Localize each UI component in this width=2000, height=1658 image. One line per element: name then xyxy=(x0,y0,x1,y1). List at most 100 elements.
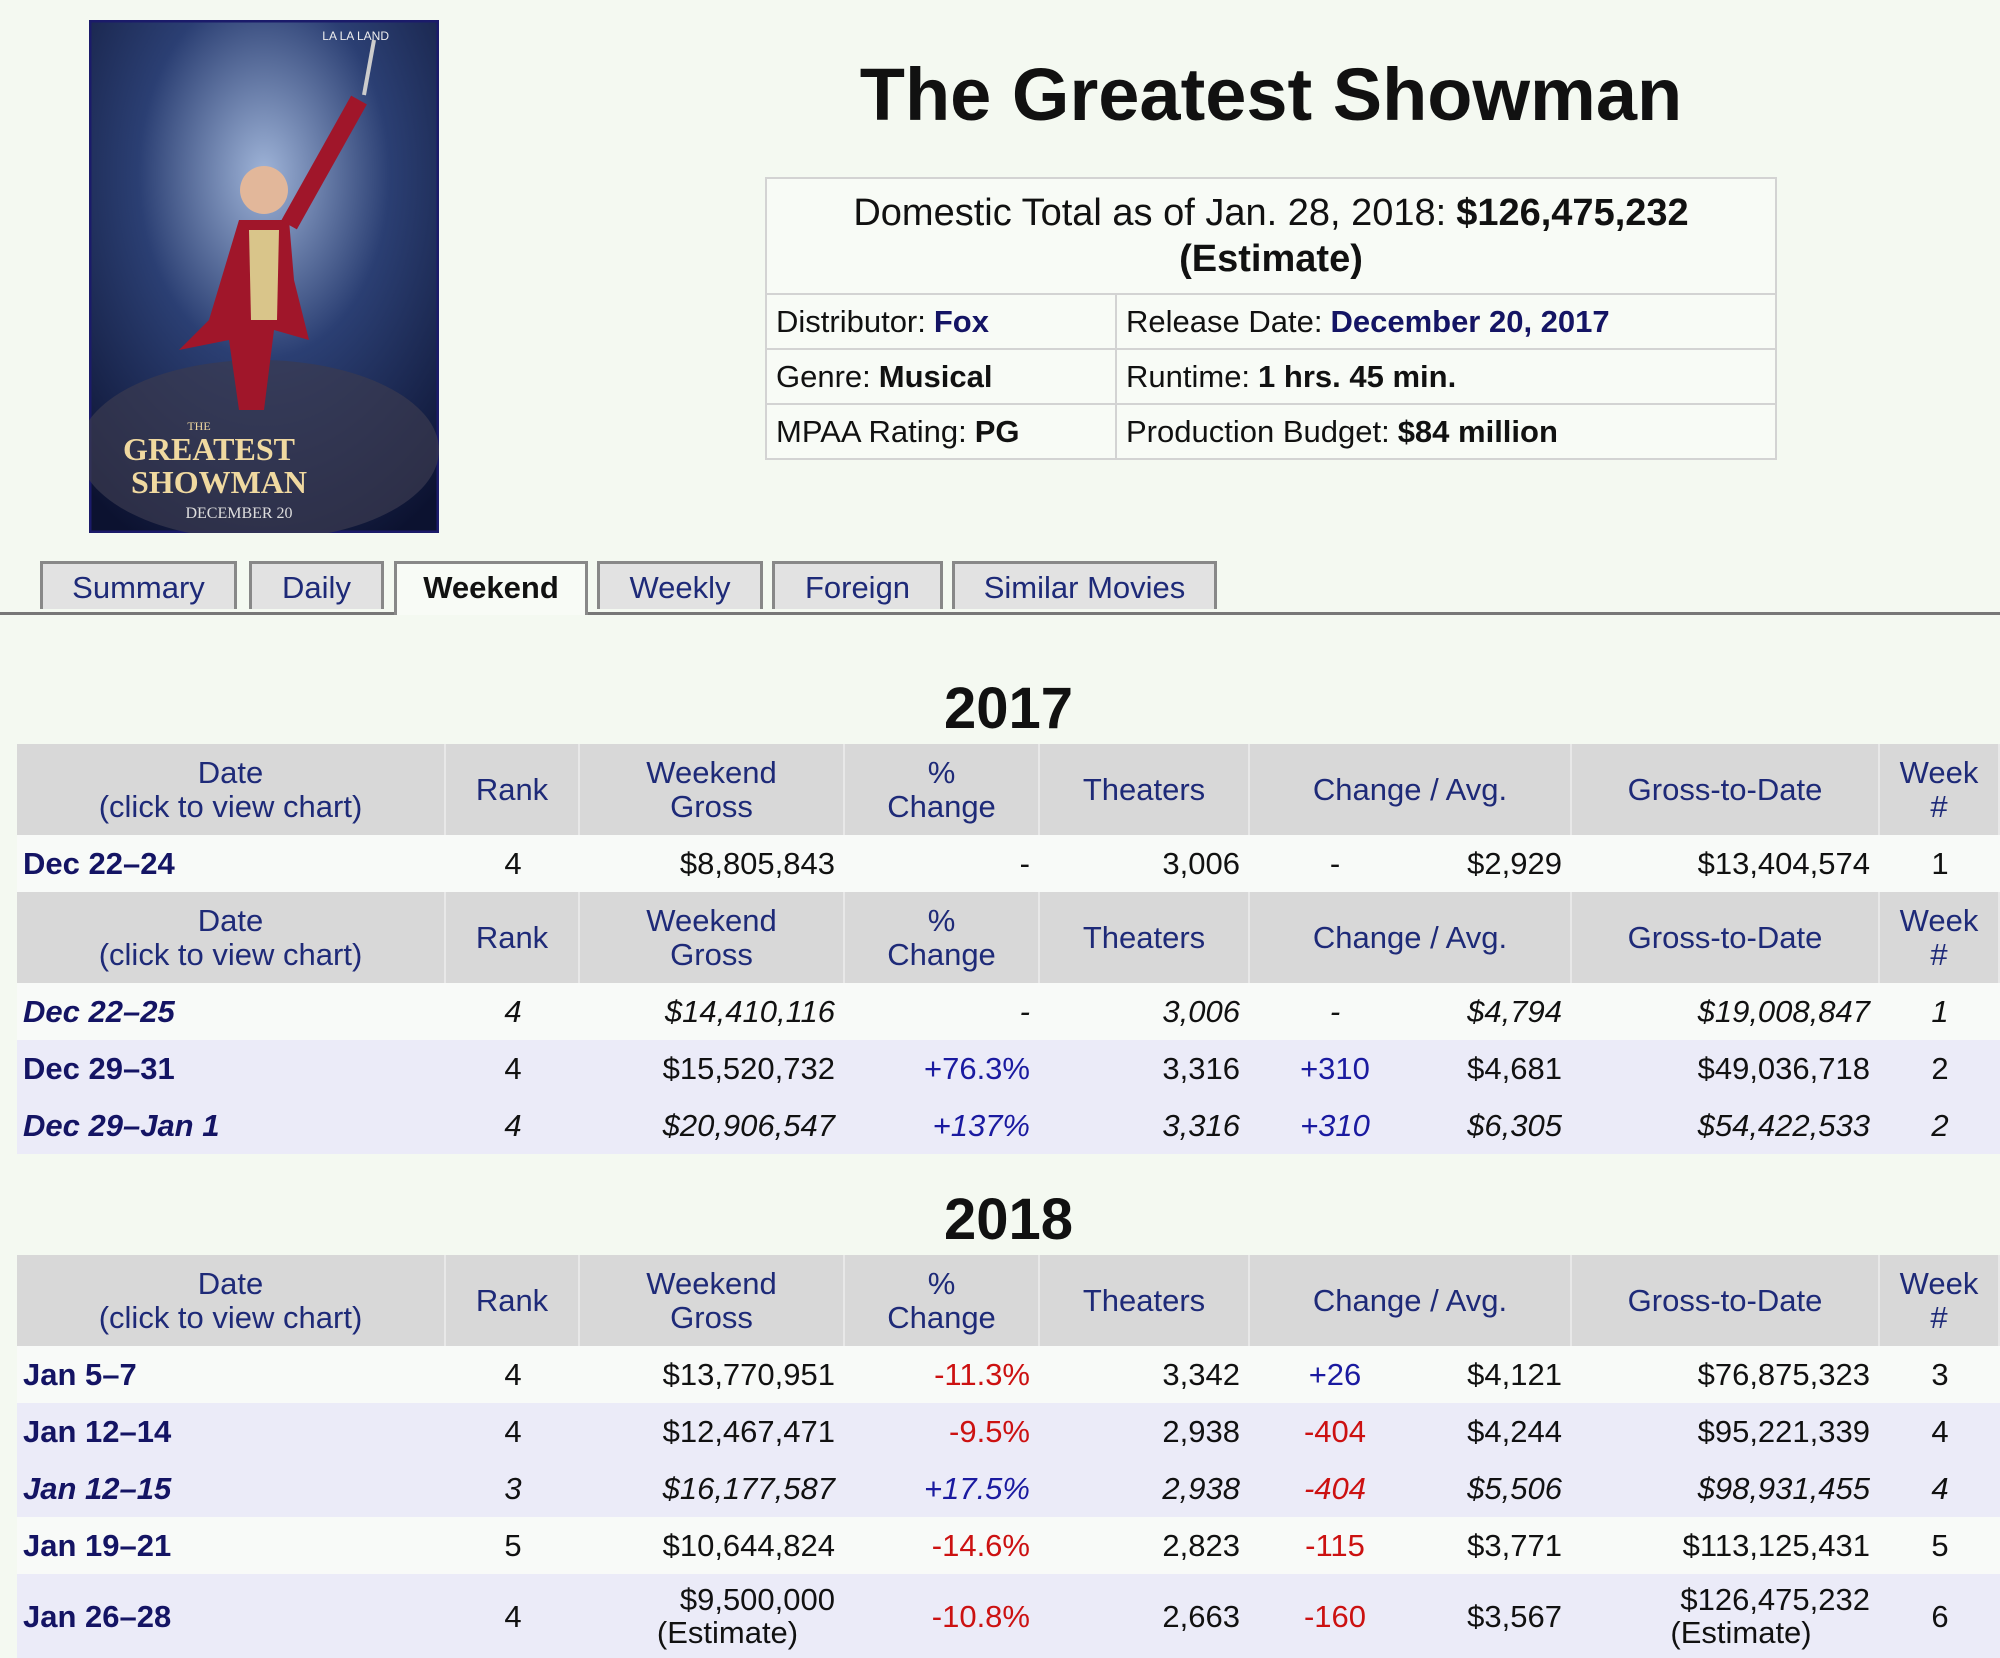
date-link[interactable]: Jan 19–21 xyxy=(17,1517,446,1574)
cell: $3,771 xyxy=(1420,1517,1572,1574)
cell-text: $76,875,323 xyxy=(1697,1356,1870,1392)
year-heading: 2018 xyxy=(943,1187,1074,1252)
field-label: MPAA Rating: xyxy=(776,413,967,449)
summary-row: Distributor: Fox Release Date: December 20,… xyxy=(765,293,1777,350)
header-text: % xyxy=(927,754,956,790)
summary-cell: Release Date: December 20, 2017 xyxy=(1115,293,1777,350)
cell-text: Jan 19–21 xyxy=(23,1527,172,1563)
table-row: Dec 22–25 4 $14,410,116 - 3,006 - $4,794 $19,00… xyxy=(17,983,2000,1040)
cell-text: +17.5% xyxy=(923,1470,1030,1506)
date-link[interactable]: Dec 22–25 xyxy=(17,983,446,1040)
tab[interactable]: Weekend xyxy=(394,561,588,615)
tab[interactable]: Similar Movies xyxy=(952,561,1217,609)
cell: 4 xyxy=(446,1574,580,1658)
header-cell: Theaters xyxy=(1040,892,1250,983)
header-cell: Theaters xyxy=(1040,744,1250,835)
cell-text: $49,036,718 xyxy=(1697,1050,1870,1086)
cell-text: Dec 22–25 xyxy=(23,993,175,1029)
cell-text: 4 xyxy=(504,845,522,881)
tab[interactable]: Foreign xyxy=(772,561,943,609)
field-value[interactable]: Fox xyxy=(933,303,989,339)
cell-text: $126,475,232 xyxy=(1680,1582,1870,1617)
cell: 3,316 xyxy=(1040,1097,1250,1154)
cell-text: $14,410,116 xyxy=(664,993,835,1029)
header-cell: Gross-to-Date xyxy=(1572,1255,1880,1346)
cell: 2 xyxy=(1880,1097,2000,1154)
poster-text: LA LA LAND xyxy=(322,29,389,43)
tab[interactable]: Summary xyxy=(40,561,237,609)
header-text: Change / Avg. xyxy=(1312,919,1508,955)
cell: $9,500,000 (Estimate) xyxy=(580,1574,845,1658)
cell: 2 xyxy=(1880,1040,2000,1097)
tab[interactable]: Daily xyxy=(249,561,384,609)
movie-title: The Greatest Showman xyxy=(859,53,1683,136)
tab[interactable]: Weekly xyxy=(597,561,763,609)
cell-text: +310 xyxy=(1300,1050,1370,1086)
cell: 4 xyxy=(446,1346,580,1403)
date-link[interactable]: Dec 22–24 xyxy=(17,835,446,892)
header-cell: Change / Avg. xyxy=(1250,892,1572,983)
cell: $13,404,574 xyxy=(1572,835,1880,892)
cell-text: $10,644,824 xyxy=(662,1527,835,1563)
cell: $2,929 xyxy=(1420,835,1572,892)
cell: - xyxy=(1250,835,1420,892)
summary-row: MPAA Rating: PG Production Budget: $84 mill… xyxy=(765,403,1777,460)
cell-text: 1 xyxy=(1931,845,1949,881)
cell-text: Jan 12–15 xyxy=(23,1470,172,1506)
cell-text: $4,121 xyxy=(1467,1356,1562,1392)
cell-text: $20,906,547 xyxy=(662,1107,835,1143)
summary-cell: Distributor: Fox xyxy=(765,293,1117,350)
summary-row: Genre: Musical Runtime: 1 hrs. 45 min. xyxy=(765,348,1777,405)
header-text: Date xyxy=(197,1265,264,1301)
date-link[interactable]: Dec 29–Jan 1 xyxy=(17,1097,446,1154)
date-link[interactable]: Dec 29–31 xyxy=(17,1040,446,1097)
cell-text: 4 xyxy=(504,1107,522,1143)
header-text: Change xyxy=(887,1299,996,1335)
cell: $54,422,533 xyxy=(1572,1097,1880,1154)
poster-text: THE xyxy=(187,419,210,433)
cell: 5 xyxy=(446,1517,580,1574)
header-text: Theaters xyxy=(1082,1282,1206,1318)
cell: $15,520,732 xyxy=(580,1040,845,1097)
movie-poster[interactable]: LA LA LAND THE GREATEST SHOWMAN DECEMBER… xyxy=(89,20,439,533)
header-text: Change / Avg. xyxy=(1312,1282,1508,1318)
header-text: Week xyxy=(1899,902,1979,938)
cell-text: -404 xyxy=(1303,1470,1367,1506)
cell-text: Jan 5–7 xyxy=(23,1356,137,1392)
cell: $13,770,951 xyxy=(580,1346,845,1403)
cell: 2,938 xyxy=(1040,1460,1250,1517)
field-value: PG xyxy=(974,413,1020,449)
cell-text: $4,681 xyxy=(1467,1050,1562,1086)
header-text: Theaters xyxy=(1082,919,1206,955)
cell: 4 xyxy=(1880,1403,2000,1460)
field-value[interactable]: December 20, 2017 xyxy=(1330,303,1610,339)
cell: 2,663 xyxy=(1040,1574,1250,1658)
cell: 3,006 xyxy=(1040,983,1250,1040)
cell: 4 xyxy=(446,983,580,1040)
field-value: Musical xyxy=(878,358,993,394)
domestic-total: Domestic Total as of Jan. 28, 2018: $126,… xyxy=(765,177,1777,295)
cell: $5,506 xyxy=(1420,1460,1572,1517)
cell-text: 2,663 xyxy=(1162,1598,1240,1634)
cell-text: Dec 29–31 xyxy=(23,1050,175,1086)
header-text: Gross xyxy=(670,788,753,824)
cell: +76.3% xyxy=(845,1040,1040,1097)
weekend-tables: 2017 Date (click to view chart) Rank Weekend… xyxy=(17,612,2000,1658)
header-cell: Change / Avg. xyxy=(1250,744,1572,835)
date-link[interactable]: Jan 5–7 xyxy=(17,1346,446,1403)
date-link[interactable]: Jan 26–28 xyxy=(17,1574,446,1658)
cell: -11.3% xyxy=(845,1346,1040,1403)
cell: -404 xyxy=(1250,1403,1420,1460)
domestic-value: $126,475,232 xyxy=(1456,192,1689,234)
field-value: $84 million xyxy=(1397,413,1558,449)
header-text: Gross xyxy=(670,936,753,972)
cell-text: $5,506 xyxy=(1467,1470,1562,1506)
summary-cell: Genre: Musical xyxy=(765,348,1117,405)
cell-text: $3,567 xyxy=(1467,1598,1562,1634)
table-header: Date (click to view chart) Rank Weekend Gros… xyxy=(17,1255,2000,1346)
date-link[interactable]: Jan 12–14 xyxy=(17,1403,446,1460)
cell-text: 4 xyxy=(504,1598,522,1634)
cell-text: (Estimate) xyxy=(1670,1615,1812,1650)
date-link[interactable]: Jan 12–15 xyxy=(17,1460,446,1517)
table-row: Jan 12–15 3 $16,177,587 +17.5% 2,938 -404 $5,5… xyxy=(17,1460,2000,1517)
